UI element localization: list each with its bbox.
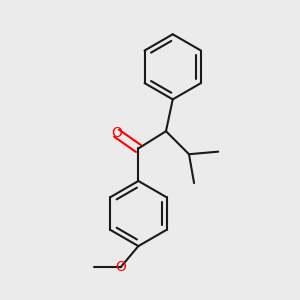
Text: O: O (111, 126, 122, 140)
Text: O: O (115, 260, 126, 274)
